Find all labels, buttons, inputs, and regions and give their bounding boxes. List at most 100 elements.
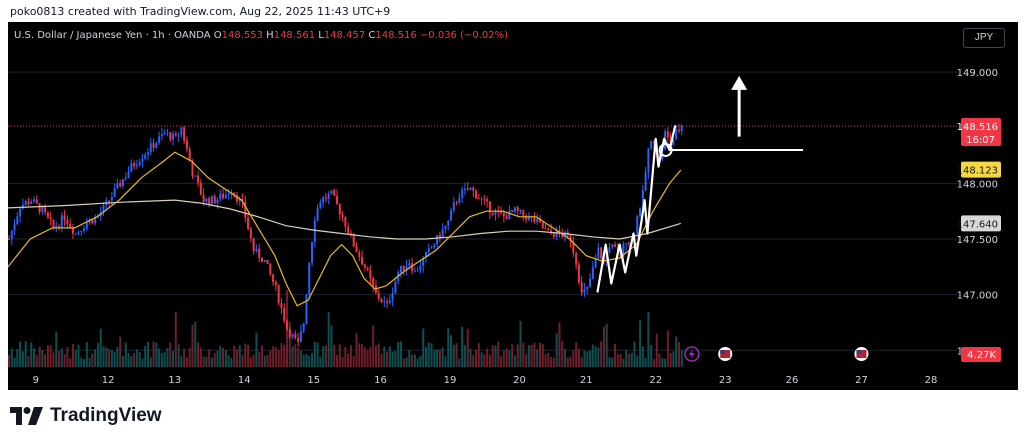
candle-body bbox=[597, 247, 600, 259]
price-chart[interactable]: 149.000148.000147.500147.000146.500148.5… bbox=[7, 22, 1018, 390]
volume-bar bbox=[550, 357, 553, 367]
volume-bar bbox=[558, 322, 561, 367]
volume-bar bbox=[158, 348, 161, 367]
candle-body bbox=[419, 266, 422, 271]
volume-bar bbox=[511, 344, 514, 367]
candle-body bbox=[266, 259, 269, 264]
volume-bar bbox=[522, 342, 525, 367]
volume-bar bbox=[58, 351, 61, 367]
candle-body bbox=[569, 235, 572, 242]
volume-bar bbox=[297, 348, 300, 367]
volume-bar bbox=[625, 349, 628, 367]
volume-bar bbox=[299, 350, 302, 367]
low-value: 148.457 bbox=[323, 30, 366, 41]
volume-bar bbox=[547, 352, 550, 367]
candle-body bbox=[475, 190, 478, 199]
volume-bar bbox=[536, 349, 539, 367]
candle-body bbox=[522, 209, 525, 216]
volume-bar bbox=[49, 345, 52, 367]
candle-body bbox=[166, 132, 169, 134]
volume-bar bbox=[33, 348, 36, 367]
candle-body bbox=[533, 217, 536, 222]
volume-bar bbox=[13, 357, 16, 367]
candle-body bbox=[113, 188, 116, 197]
candle-body bbox=[677, 130, 680, 132]
volume-bar bbox=[680, 349, 683, 367]
candle-body bbox=[308, 262, 311, 295]
candle-body bbox=[527, 216, 530, 220]
candle-body bbox=[263, 259, 266, 263]
chart-area[interactable]: 149.000148.000147.500147.000146.500148.5… bbox=[7, 22, 1018, 390]
tradingview-logo[interactable]: TradingView bbox=[10, 405, 162, 427]
volume-bar bbox=[280, 342, 283, 367]
candle-body bbox=[469, 187, 472, 191]
volume-bar bbox=[258, 351, 261, 367]
annotations bbox=[596, 75, 804, 293]
current-price-tag-countdown: 16:07 bbox=[966, 135, 995, 146]
volume-bar bbox=[238, 345, 241, 367]
volume-bar bbox=[419, 355, 422, 367]
volume-bar bbox=[355, 332, 358, 367]
candle-body bbox=[427, 248, 430, 253]
volume-bar bbox=[105, 347, 108, 367]
candle-body bbox=[272, 274, 275, 283]
candle-body bbox=[369, 270, 372, 279]
candle-body bbox=[224, 194, 227, 199]
candle-body bbox=[416, 270, 419, 272]
candle-body bbox=[550, 230, 553, 234]
x-tick-label: 16 bbox=[374, 375, 387, 386]
volume-bar bbox=[166, 348, 169, 367]
candle-body bbox=[388, 300, 391, 303]
volume-bar bbox=[433, 349, 436, 367]
volume-bar bbox=[302, 354, 305, 367]
volume-bar bbox=[16, 348, 19, 367]
volume-bar bbox=[505, 348, 508, 367]
candle-body bbox=[436, 234, 439, 245]
candle-body bbox=[141, 158, 144, 162]
candle-body bbox=[244, 201, 247, 218]
volume-bar bbox=[586, 351, 589, 367]
volume-bar bbox=[197, 342, 200, 367]
volume-bar bbox=[8, 354, 10, 367]
volume-bar bbox=[130, 356, 133, 367]
candle-body bbox=[480, 198, 483, 200]
volume-bar bbox=[411, 354, 414, 367]
brand-name: TradingView bbox=[50, 405, 162, 426]
volume-bar bbox=[294, 344, 297, 367]
volume-bar bbox=[338, 344, 341, 367]
volume-bar bbox=[102, 346, 105, 367]
volume-bar bbox=[425, 346, 427, 367]
volume-bar bbox=[347, 353, 350, 367]
candle-body bbox=[291, 334, 294, 337]
volume-bar bbox=[113, 352, 116, 367]
volume-bar bbox=[544, 354, 547, 367]
candle-body bbox=[66, 220, 69, 225]
volume-bar bbox=[472, 354, 475, 367]
candle-body bbox=[199, 183, 202, 195]
volume-bar bbox=[124, 342, 127, 367]
volume-bar bbox=[447, 328, 450, 367]
candle-body bbox=[30, 201, 33, 204]
candle-body bbox=[672, 139, 675, 146]
volume-bar bbox=[35, 354, 38, 367]
volume-bar bbox=[552, 357, 555, 367]
candle-body bbox=[341, 214, 344, 218]
candle-body bbox=[372, 278, 375, 286]
candle-body bbox=[463, 188, 466, 190]
moving-averages bbox=[7, 151, 682, 307]
candle-body bbox=[625, 243, 628, 245]
candle-body bbox=[155, 142, 158, 148]
volume-bar bbox=[358, 343, 361, 367]
x-tick-label: 27 bbox=[855, 375, 868, 386]
volume-bar bbox=[564, 348, 566, 367]
currency-button[interactable]: JPY bbox=[963, 28, 1005, 48]
volume-bar bbox=[591, 344, 594, 367]
candle-body bbox=[538, 218, 541, 223]
candle-body bbox=[525, 215, 528, 220]
volume-bar bbox=[322, 346, 325, 367]
volume-bar bbox=[133, 353, 136, 367]
candle-body bbox=[589, 278, 592, 287]
high-value: 148.561 bbox=[273, 30, 316, 41]
volume-bar bbox=[55, 332, 58, 367]
candle-body bbox=[158, 136, 161, 143]
